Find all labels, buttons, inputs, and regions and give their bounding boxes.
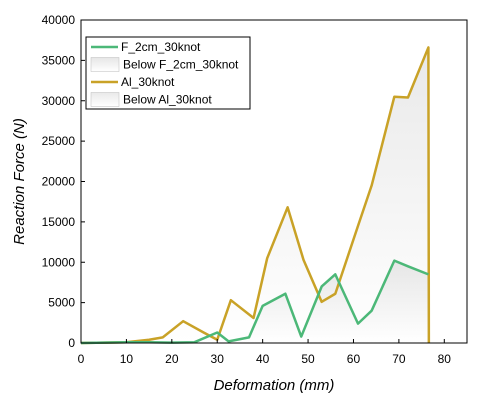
y-tick-label: 5000 xyxy=(48,296,75,310)
area-below-series-0 xyxy=(81,260,429,343)
x-tick-label: 70 xyxy=(392,352,406,366)
x-tick-label: 50 xyxy=(301,352,315,366)
series-line-0 xyxy=(80,259,429,345)
x-tick-label: 20 xyxy=(165,352,179,366)
y-tick-label: 30000 xyxy=(42,94,76,108)
x-tick-label: 0 xyxy=(78,352,85,366)
legend: F_2cm_30knot Below F_2cm_30knot Al_30knot B… xyxy=(85,36,251,110)
x-tick-label: 30 xyxy=(211,352,225,366)
legend-area-swatch xyxy=(90,92,120,107)
x-tick-label: 40 xyxy=(256,352,270,366)
y-tick-label: 25000 xyxy=(42,134,76,148)
x-tick-label: 80 xyxy=(438,352,452,366)
y-tick-label: 40000 xyxy=(42,13,76,27)
x-tick-label: 10 xyxy=(120,352,134,366)
y-tick-label: 15000 xyxy=(42,215,76,229)
legend-entry-label: Below Al_30knot xyxy=(123,93,212,107)
series-line-1 xyxy=(80,46,431,345)
legend-area-swatch xyxy=(90,57,120,72)
y-tick-label: 10000 xyxy=(42,255,76,269)
legend-entry-label: Below F_2cm_30knot xyxy=(123,58,239,72)
legend-entry-label: Al_30knot xyxy=(121,75,175,89)
y-axis-label: Reaction Force (N) xyxy=(11,118,28,245)
y-tick-label: 20000 xyxy=(42,175,76,189)
x-axis-label: Deformation (mm) xyxy=(214,377,335,394)
y-tick-label: 35000 xyxy=(42,53,76,67)
y-tick-label: 0 xyxy=(68,336,75,350)
x-tick-label: 60 xyxy=(347,352,361,366)
legend-entry-label: F_2cm_30knot xyxy=(121,40,201,54)
